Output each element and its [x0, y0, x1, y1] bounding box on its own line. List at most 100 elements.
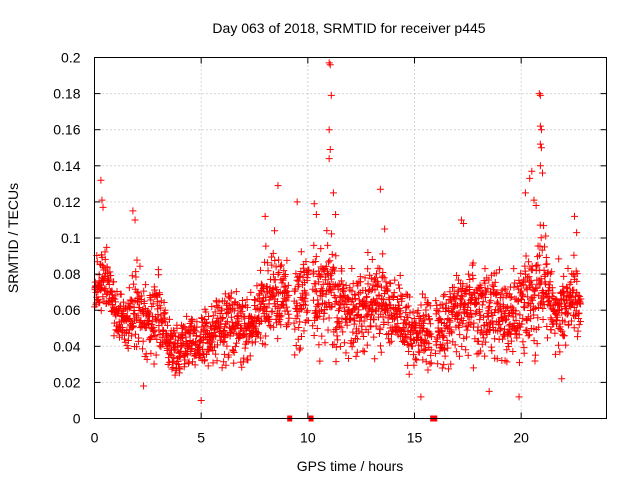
- data-point: [446, 318, 454, 326]
- data-point: [205, 312, 213, 320]
- data-point: [482, 327, 490, 335]
- data-point: [315, 278, 323, 286]
- data-point: [284, 281, 292, 289]
- data-point: [161, 306, 169, 314]
- data-point: [257, 266, 265, 274]
- data-point: [417, 335, 425, 343]
- data-point: [573, 270, 581, 278]
- data-point: [270, 323, 278, 331]
- data-point: [283, 293, 291, 301]
- data-point: [539, 304, 547, 312]
- data-point: [455, 352, 463, 360]
- data-point: [128, 332, 136, 340]
- data-point: [208, 302, 216, 310]
- data-point: [574, 291, 582, 299]
- data-point: [484, 313, 492, 321]
- data-point: [222, 361, 230, 369]
- data-point: [371, 274, 379, 282]
- data-point: [261, 212, 269, 220]
- data-point: [476, 347, 484, 355]
- data-point: [539, 315, 547, 323]
- data-point: [310, 200, 318, 208]
- data-point: [442, 299, 450, 307]
- data-point: [410, 361, 418, 369]
- data-point: [316, 357, 324, 365]
- data-point: [311, 287, 319, 295]
- data-point: [327, 288, 335, 296]
- data-point: [165, 342, 173, 350]
- data-point: [369, 281, 377, 289]
- data-point: [537, 234, 545, 242]
- x-tick-label: 20: [513, 430, 529, 446]
- data-point: [343, 301, 351, 309]
- data-point: [481, 265, 489, 273]
- data-point: [237, 304, 245, 312]
- data-point: [338, 267, 346, 275]
- data-point: [404, 361, 412, 369]
- data-point: [483, 330, 491, 338]
- data-point: [543, 322, 551, 330]
- data-point: [176, 365, 184, 373]
- data-point: [548, 284, 556, 292]
- data-point: [396, 284, 404, 292]
- data-point: [239, 303, 247, 311]
- data-point: [474, 323, 482, 331]
- data-point: [432, 297, 440, 305]
- data-point: [536, 242, 544, 250]
- data-point: [544, 287, 552, 295]
- data-point: [213, 341, 221, 349]
- data-point: [225, 301, 233, 309]
- data-point: [151, 286, 159, 294]
- data-point: [520, 303, 528, 311]
- data-point: [404, 302, 412, 310]
- data-point: [535, 90, 543, 98]
- data-point: [470, 319, 478, 327]
- data-point: [228, 318, 236, 326]
- y-axis-label: SRMTID / TECUs: [5, 183, 21, 293]
- data-point: [124, 337, 132, 345]
- data-point: [265, 287, 273, 295]
- data-point: [325, 314, 333, 322]
- data-point: [450, 283, 458, 291]
- data-point: [409, 342, 417, 350]
- data-point: [202, 320, 210, 328]
- data-point: [427, 359, 435, 367]
- data-point: [117, 318, 125, 326]
- data-point: [525, 258, 533, 266]
- data-point: [528, 280, 536, 288]
- data-point: [103, 243, 111, 251]
- data-point: [231, 343, 239, 351]
- data-point: [376, 326, 384, 334]
- data-point: [125, 284, 133, 292]
- data-point: [523, 274, 531, 282]
- data-point: [464, 351, 472, 359]
- data-point: [454, 322, 462, 330]
- data-point: [110, 332, 118, 340]
- data-point: [542, 232, 550, 240]
- data-point: [330, 264, 338, 272]
- data-point: [532, 202, 540, 210]
- data-point: [355, 306, 363, 314]
- data-point: [439, 292, 447, 300]
- data-point: [284, 319, 292, 327]
- data-point: [251, 324, 259, 332]
- data-point: [310, 331, 318, 339]
- data-point: [536, 122, 544, 130]
- data-point: [310, 241, 318, 249]
- data-point: [292, 342, 300, 350]
- data-point: [544, 297, 552, 305]
- data-point: [567, 278, 575, 286]
- data-point: [332, 358, 340, 366]
- data-point: [272, 263, 280, 271]
- data-point: [305, 266, 313, 274]
- data-point: [188, 315, 196, 323]
- data-point: [548, 268, 556, 276]
- data-point: [374, 280, 382, 288]
- data-point: [110, 278, 118, 286]
- data-point: [209, 346, 217, 354]
- data-point: [454, 310, 462, 318]
- data-point: [372, 322, 380, 330]
- data-point: [386, 296, 394, 304]
- data-point: [526, 331, 534, 339]
- data-point: [360, 333, 368, 341]
